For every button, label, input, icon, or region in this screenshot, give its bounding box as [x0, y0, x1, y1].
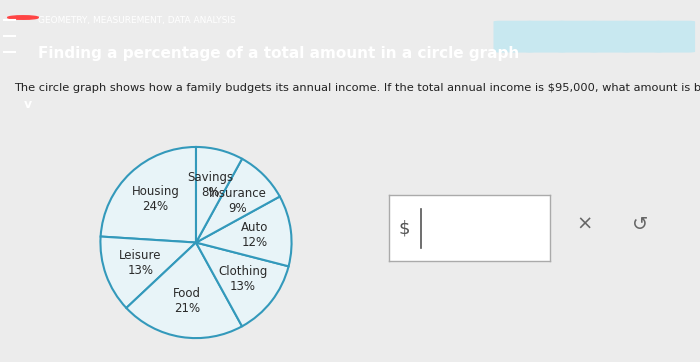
Wedge shape: [101, 147, 196, 243]
Text: The circle graph shows how a family budgets its annual income. If the total annu: The circle graph shows how a family budg…: [14, 83, 700, 93]
FancyBboxPatch shape: [654, 21, 695, 52]
Text: Clothing
13%: Clothing 13%: [218, 265, 267, 293]
Wedge shape: [126, 243, 242, 338]
Text: Food
21%: Food 21%: [173, 287, 201, 315]
FancyBboxPatch shape: [622, 21, 663, 52]
Text: $: $: [399, 219, 410, 237]
Circle shape: [8, 16, 38, 19]
FancyBboxPatch shape: [494, 21, 534, 52]
Wedge shape: [196, 197, 292, 266]
FancyBboxPatch shape: [590, 21, 631, 52]
Wedge shape: [196, 243, 288, 326]
Text: Finding a percentage of a total amount in a circle graph: Finding a percentage of a total amount i…: [38, 46, 519, 61]
Text: Leisure
13%: Leisure 13%: [119, 249, 162, 277]
Text: ×: ×: [576, 215, 593, 234]
Text: ↺: ↺: [632, 215, 649, 234]
Text: v: v: [24, 98, 32, 111]
Text: Insurance
9%: Insurance 9%: [209, 187, 267, 215]
Text: GEOMETRY, MEASUREMENT, DATA ANALYSIS: GEOMETRY, MEASUREMENT, DATA ANALYSIS: [38, 16, 237, 25]
Text: Savings
8%: Savings 8%: [188, 171, 234, 199]
FancyBboxPatch shape: [558, 21, 598, 52]
Wedge shape: [196, 147, 242, 243]
Text: Auto
12%: Auto 12%: [241, 221, 269, 249]
Wedge shape: [100, 236, 196, 308]
Text: Housing
24%: Housing 24%: [132, 185, 179, 213]
Wedge shape: [196, 159, 280, 243]
FancyBboxPatch shape: [526, 21, 566, 52]
